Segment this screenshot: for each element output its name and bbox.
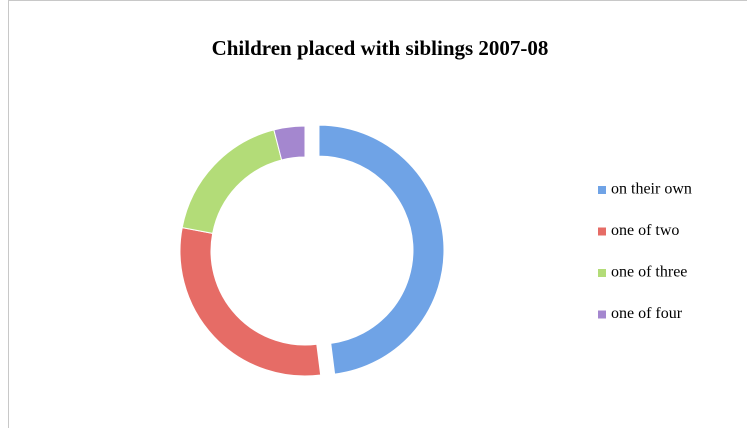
chart-frame bbox=[8, 0, 747, 428]
legend-swatch bbox=[598, 186, 606, 194]
legend-swatch bbox=[598, 269, 606, 277]
legend-swatch bbox=[598, 310, 606, 319]
legend-label: on their own bbox=[611, 181, 692, 198]
slice bbox=[273, 125, 306, 161]
legend-label: one of two bbox=[611, 222, 679, 239]
legend-swatch bbox=[598, 227, 606, 236]
legend-label: one of four bbox=[611, 305, 683, 322]
chart-title: Children placed with siblings 2007-08 bbox=[212, 36, 549, 60]
slice bbox=[318, 124, 445, 375]
legend-label: one of three bbox=[611, 264, 687, 281]
